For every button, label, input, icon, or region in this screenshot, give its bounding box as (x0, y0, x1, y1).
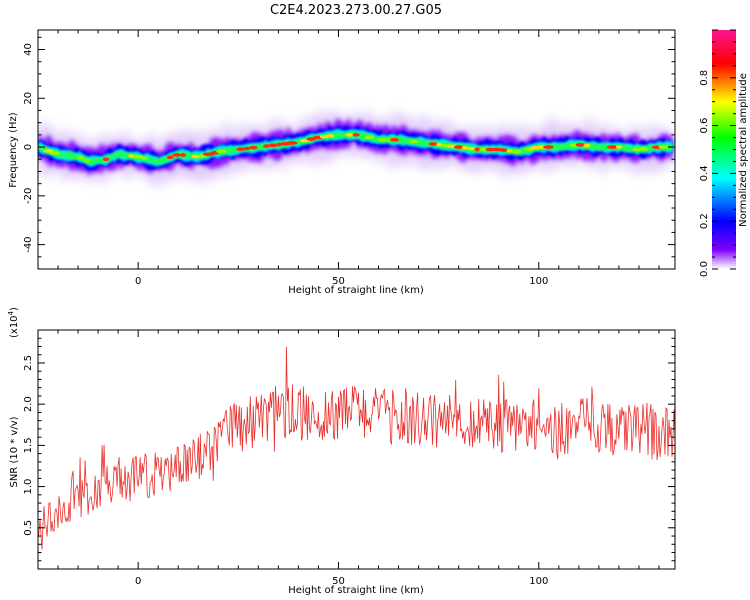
colorbar-tick-label: 0.6 (699, 118, 710, 134)
spectrogram-ridge-cell (436, 142, 443, 147)
spectrogram-heatmap (38, 106, 673, 188)
spectrogram-ridge-cell (615, 145, 622, 149)
spectrogram-ridge-cell (510, 149, 523, 154)
spectrogram-ticks: 0 50 100 -40 -20 0 20 40 (23, 30, 675, 287)
svg-text:(x104): (x104) (7, 307, 20, 338)
spectrogram-ridge-cell (543, 145, 554, 149)
snr-xtick-label: 100 (529, 576, 548, 587)
spectrogram-ridge-cell (640, 147, 649, 151)
spectrogram-ytick-label: 0 (23, 144, 34, 150)
colorbar-ticks: 0.0 0.2 0.4 0.6 0.8 (699, 29, 736, 277)
spectrogram-halo (38, 106, 673, 188)
snr-ticks: 0 50 100 0.5 1.0 1.5 2.0 2.5 (23, 329, 675, 587)
snr-scale-factor: (x104) (7, 307, 20, 338)
spectrogram-ridge-cell (575, 143, 586, 147)
spectrogram-ridge-cell (191, 154, 201, 159)
snr-panel: 0 50 100 0.5 1.0 1.5 2.0 2.5 Height of straight… (7, 307, 676, 596)
spectrogram-ridge-cell (408, 139, 419, 144)
snr-ylabel: SNR (10 * v/v) (9, 416, 20, 487)
spectrogram-ridge-cell (428, 142, 438, 146)
spectrogram-ridge-cell (383, 137, 393, 142)
spectrogram-ridge-cell (43, 149, 54, 153)
spectrogram-ridge-cell (268, 143, 278, 148)
spectrogram-ridge-cell (286, 141, 298, 145)
spectrogram-ridge-cell (243, 146, 251, 151)
spectrogram-ridge-cell (179, 153, 187, 157)
colorbar-tick-label: 0.2 (699, 213, 710, 229)
snr-xlabel: Height of straight line (km) (288, 585, 424, 596)
spectrogram-xtick-label: 100 (529, 276, 548, 287)
spectrogram-ridge-cell (102, 157, 110, 162)
spectrogram-ridge-cell (83, 158, 91, 163)
colorbar-label: Normalized spectral amplitude (738, 73, 749, 227)
spectrogram-ridge-cell (467, 146, 476, 151)
figure-title: C2E4.2023.273.00.27.G05 (270, 3, 442, 18)
spectrogram-ytick-label: 40 (23, 43, 34, 56)
spectrogram-ridge-cell (141, 156, 148, 161)
spectrogram-ridge-cell (132, 155, 144, 159)
spectrogram-ylabel: Frequency (Hz) (8, 112, 19, 188)
spectrogram-ridge-cell (263, 144, 270, 148)
spectrogram-xtick-label: 0 (135, 276, 141, 287)
spectrogram-ridge-cell (326, 134, 335, 138)
colorbar-tick-label: 0.4 (699, 165, 710, 181)
spectrogram-xtick-label: 50 (332, 276, 345, 287)
spectrogram-ridge-cell (461, 146, 469, 150)
snr-scale-exponent: 4 (7, 310, 15, 315)
colorbar-tick-label: 0.0 (699, 261, 710, 277)
spectrogram-ridge-cell (606, 145, 619, 149)
spectrogram-ridge-cell (658, 145, 670, 149)
spectrogram-ridge-cell (319, 134, 329, 139)
spectrogram-ridge-cell (76, 155, 85, 160)
snr-ytick-label: 2.5 (23, 355, 34, 371)
snr-xtick-label: 50 (332, 576, 345, 587)
spectrogram-ridge-cell (236, 147, 246, 152)
spectrogram-ridge-cell (352, 133, 360, 137)
colorbar-tick-label: 0.8 (699, 70, 710, 86)
snr-xtick-label: 0 (135, 576, 141, 587)
spectrogram-panel: 0 50 100 -40 -20 0 20 40 Height of straight lin… (8, 29, 676, 296)
snr-ytick-label: 2.0 (23, 396, 34, 412)
spectrogram-frame (37, 29, 676, 270)
colorbar-gradient (712, 30, 736, 269)
spectrogram-ytick-label: 20 (23, 92, 34, 105)
spectrogram-ridge-cell (345, 133, 354, 137)
spectrogram-xlabel: Height of straight line (km) (288, 285, 424, 296)
snr-ytick-label: 1.0 (23, 479, 34, 495)
spectrogram-ridge-cell (499, 148, 508, 152)
spectrogram-ridge-cell (49, 151, 61, 156)
snr-ytick-label: 0.5 (23, 520, 34, 536)
snr-ytick-label: 1.5 (23, 437, 34, 453)
spectrogram-ridge-cell (377, 137, 386, 142)
colorbar: 0.0 0.2 0.4 0.6 0.8 Normalized spectral ampl… (699, 29, 749, 277)
spectrogram-ytick-label: -20 (23, 188, 34, 204)
spectrogram-ridge-cell (216, 149, 227, 154)
spectrogram-ridge-cell (249, 145, 258, 150)
spectrogram-ridge-cell (363, 135, 375, 140)
snr-scale-label: (x10 (9, 315, 20, 338)
spectrogram-ridge-cell (389, 137, 400, 142)
spectrogram-ridge-cell (583, 143, 591, 148)
spectrogram-ridge-cell (453, 145, 464, 149)
snr-series-line (38, 346, 675, 550)
snr-frame (37, 329, 676, 570)
snr-scale-close: ) (9, 307, 20, 311)
spectrogram-ridge-cell (166, 155, 174, 160)
spectrogram-ytick-label: -40 (23, 236, 34, 252)
spectrogram-ridge-cell (172, 153, 182, 157)
